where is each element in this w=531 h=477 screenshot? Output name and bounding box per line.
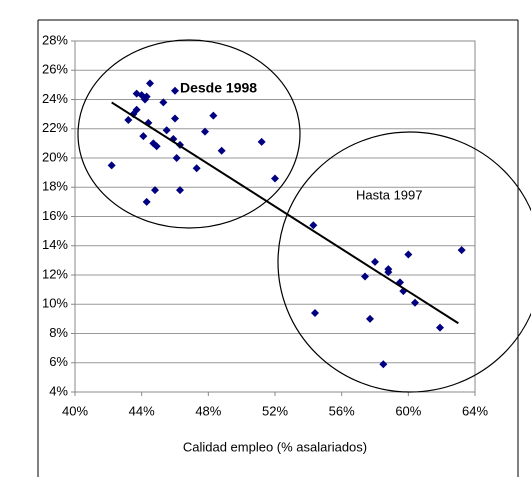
- y-tick-label: 22%: [42, 120, 68, 135]
- plot-area: 4% 6% 8% 10% 12% 14% 16% 18% 20% 22% 24% 26% 28% 40% 4…: [42, 32, 488, 418]
- point: [124, 115, 133, 124]
- trend-line: [111, 101, 459, 325]
- y-tick-label: 12%: [42, 266, 68, 281]
- x-tick-label: 44%: [129, 403, 155, 418]
- y-tick-label: 20%: [42, 149, 68, 164]
- point: [159, 98, 168, 107]
- x-tick-label: 56%: [329, 403, 355, 418]
- point: [309, 221, 318, 230]
- y-tick-label: 6%: [49, 354, 68, 369]
- point: [361, 272, 369, 281]
- y-tick-label: 24%: [42, 91, 68, 106]
- point: [201, 127, 209, 136]
- point: [384, 265, 393, 274]
- annotation: Hasta 1997: [356, 187, 423, 202]
- point: [151, 186, 159, 195]
- point: [379, 360, 388, 369]
- x-axis-title: Calidad empleo (% asalariados): [183, 439, 367, 454]
- y-tick-label: 26%: [42, 62, 68, 77]
- point: [139, 132, 148, 141]
- point: [152, 142, 161, 151]
- point: [142, 197, 151, 206]
- point: [146, 79, 154, 88]
- point: [271, 174, 279, 183]
- point: [217, 146, 226, 155]
- point: [172, 154, 181, 162]
- x-tick-label: 48%: [195, 403, 221, 418]
- point: [192, 164, 201, 173]
- point: [436, 323, 444, 332]
- point: [171, 86, 179, 95]
- y-tick-label: 18%: [42, 179, 68, 194]
- annotation: Desde 1998: [180, 80, 257, 96]
- point: [411, 298, 419, 307]
- point: [371, 257, 379, 266]
- point: [209, 111, 218, 120]
- point: [176, 186, 184, 195]
- point: [142, 92, 151, 101]
- point: [311, 309, 319, 318]
- point: [366, 314, 374, 323]
- y-tick-label: 10%: [42, 296, 68, 311]
- group-ellipse: [77, 39, 301, 229]
- point: [132, 105, 141, 114]
- point: [257, 137, 266, 146]
- x-tick-label: 64%: [462, 403, 488, 418]
- x-tick-label: 40%: [62, 403, 88, 418]
- x-tick-label: 52%: [262, 403, 288, 418]
- point: [107, 161, 116, 170]
- point: [404, 250, 413, 259]
- y-tick-label: 28%: [42, 32, 68, 47]
- y-tick-label: 8%: [49, 325, 68, 340]
- y-tick-label: 4%: [49, 383, 68, 398]
- point: [162, 126, 171, 135]
- y-tick-label: 16%: [42, 208, 68, 223]
- y-tick-label: 14%: [42, 237, 68, 252]
- x-tick-label: 60%: [395, 403, 421, 418]
- point: [457, 246, 466, 255]
- point: [171, 114, 179, 123]
- group-ellipse: [277, 131, 531, 393]
